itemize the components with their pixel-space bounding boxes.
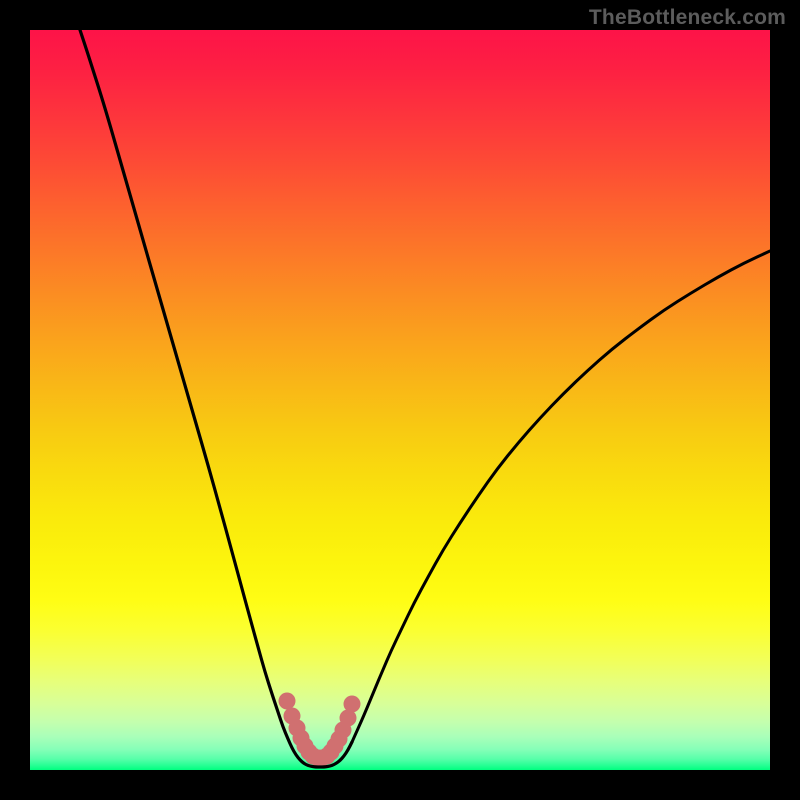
curve-left bbox=[80, 30, 352, 767]
plot-area bbox=[30, 30, 770, 770]
scatter-point bbox=[344, 696, 361, 713]
watermark-text: TheBottleneck.com bbox=[589, 6, 786, 30]
scatter-point bbox=[279, 693, 296, 710]
valley-scatter bbox=[279, 693, 361, 767]
curve-right bbox=[352, 251, 770, 742]
chart-lines-layer bbox=[30, 30, 770, 770]
